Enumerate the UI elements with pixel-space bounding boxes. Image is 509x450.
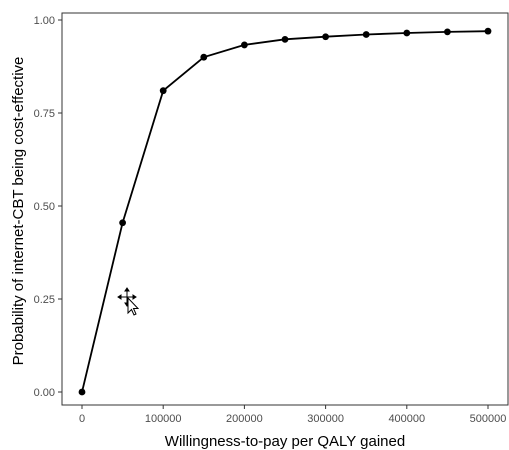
x-tick-label: 500000 — [470, 413, 507, 425]
y-tick-label: 0.75 — [34, 108, 55, 120]
x-tick-label: 100000 — [145, 413, 182, 425]
plot-panel-border — [61, 12, 509, 406]
series-group — [78, 27, 492, 396]
data-point — [403, 29, 411, 37]
y-tick-label: 0.50 — [34, 201, 55, 213]
data-point — [119, 219, 126, 227]
x-tick-label: 300000 — [307, 413, 344, 425]
x-axis: 0 100000 200000 300000 400000 500000 — [79, 405, 506, 425]
x-tick-label: 400000 — [388, 413, 425, 425]
x-axis-title: Willingness-to-pay per QALY gained — [165, 433, 405, 450]
y-axis-title: Probability of internet-CBT being cost-e… — [10, 57, 27, 366]
y-tick-label: 0.25 — [34, 294, 55, 306]
data-point — [444, 28, 451, 36]
y-tick-label: 0.00 — [34, 387, 55, 399]
x-tick-label: 200000 — [226, 413, 263, 425]
series-line — [81, 30, 489, 393]
data-point — [241, 41, 248, 49]
y-axis: 0.00 0.25 0.50 0.75 1.00 — [34, 15, 62, 399]
data-point — [322, 33, 329, 41]
data-point — [484, 27, 492, 35]
data-point — [362, 31, 370, 38]
data-point — [281, 35, 289, 43]
data-point — [200, 53, 208, 61]
data-point — [159, 87, 167, 95]
x-tick-label: 0 — [79, 413, 85, 425]
move-cursor-icon — [117, 287, 141, 317]
y-tick-label: 1.00 — [34, 15, 55, 27]
data-point — [78, 388, 86, 396]
